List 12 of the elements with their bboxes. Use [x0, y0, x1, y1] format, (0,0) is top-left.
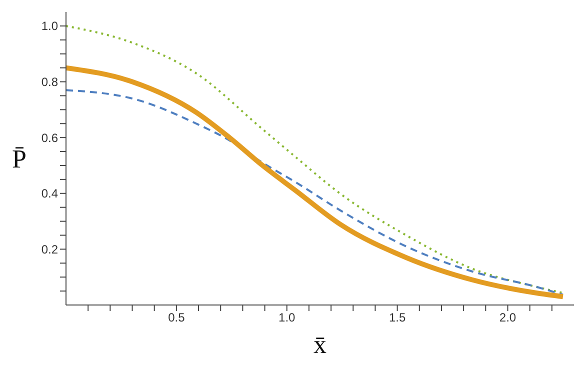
y-axis-title: P̄: [12, 144, 26, 174]
y-tick-label: 0.6: [41, 130, 58, 145]
y-tick-label: 1.0: [41, 19, 58, 34]
x-tick-label: 2.0: [499, 310, 516, 325]
y-tick-label: 0.2: [41, 242, 58, 256]
x-tick-label: 0.5: [168, 310, 186, 325]
line-series: [66, 24, 564, 294]
y-tick-label: 0.8: [41, 75, 58, 90]
x-tick-label: 1.0: [278, 310, 296, 325]
y-tick-label: 0.4: [41, 186, 58, 201]
x-tick-label: 1.5: [388, 310, 406, 325]
x-axis-title: x̄: [314, 330, 326, 359]
